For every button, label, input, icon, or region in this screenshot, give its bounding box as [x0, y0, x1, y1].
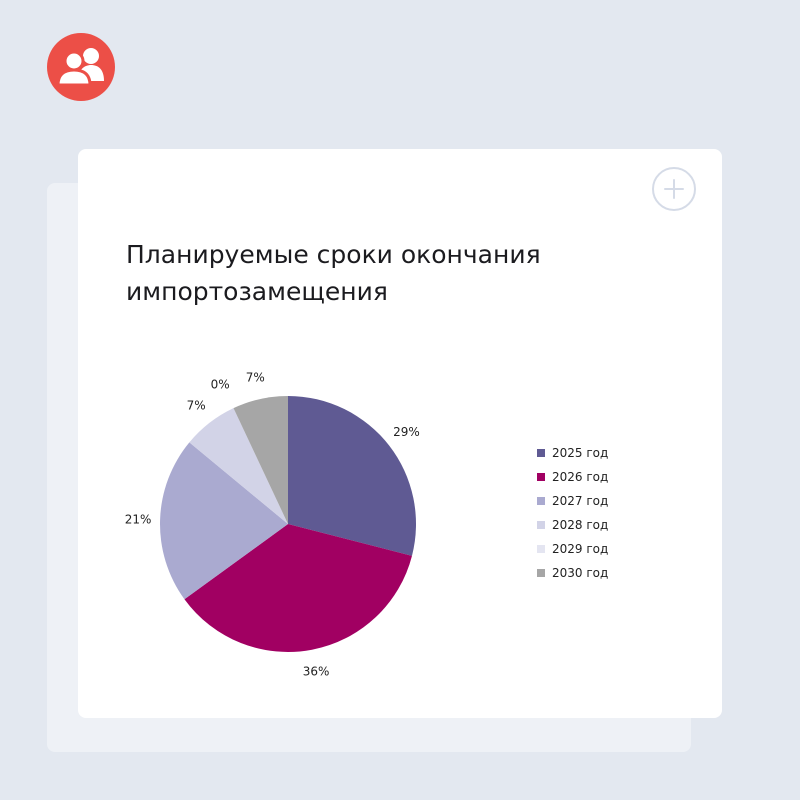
pie-slice-2027 — [159, 442, 288, 600]
legend-label: 2026 год — [552, 470, 609, 484]
legend-label: 2028 год — [552, 518, 609, 532]
legend-label: 2027 год — [552, 494, 609, 508]
chart-title: Планируемые сроки окончания импортозамещ… — [126, 240, 541, 306]
legend-label: 2030 год — [552, 566, 609, 580]
pie-label-2026: 36% — [303, 664, 330, 678]
legend-swatch — [537, 449, 545, 457]
users-icon — [56, 48, 104, 87]
pie-chart: 29% 36% 21% 7% 0% 7% — [125, 371, 420, 679]
legend-swatch — [537, 569, 545, 577]
expand-button[interactable] — [652, 167, 696, 211]
legend-swatch — [537, 497, 545, 505]
legend-label: 2029 год — [552, 542, 609, 556]
pie-label-2029: 0% — [211, 377, 230, 391]
legend-label: 2025 год — [552, 446, 609, 460]
pie-label-2025: 29% — [393, 425, 420, 439]
pie-label-2027: 21% — [125, 512, 152, 526]
legend-item-2029: 2029 год — [537, 537, 608, 561]
legend-item-2028: 2028 год — [537, 513, 608, 537]
pie-slice-2026 — [184, 524, 412, 652]
pie-label-2028: 7% — [187, 399, 206, 413]
plus-icon — [664, 179, 684, 199]
pie-slice-2025 — [288, 396, 417, 556]
chart-legend: 2025 год 2026 год 2027 год 2028 год 2029 год… — [537, 441, 608, 585]
pie-slice-2030 — [233, 396, 288, 524]
legend-item-2026: 2026 год — [537, 465, 608, 489]
pie-slice-2028 — [189, 408, 288, 524]
legend-swatch — [537, 545, 545, 553]
legend-swatch — [537, 473, 545, 481]
legend-item-2027: 2027 год — [537, 489, 608, 513]
legend-item-2025: 2025 год — [537, 441, 608, 465]
legend-swatch — [537, 521, 545, 529]
pie-label-2030: 7% — [246, 371, 265, 385]
legend-item-2030: 2030 год — [537, 561, 608, 585]
logo-badge — [47, 33, 115, 101]
chart-card — [78, 149, 722, 718]
